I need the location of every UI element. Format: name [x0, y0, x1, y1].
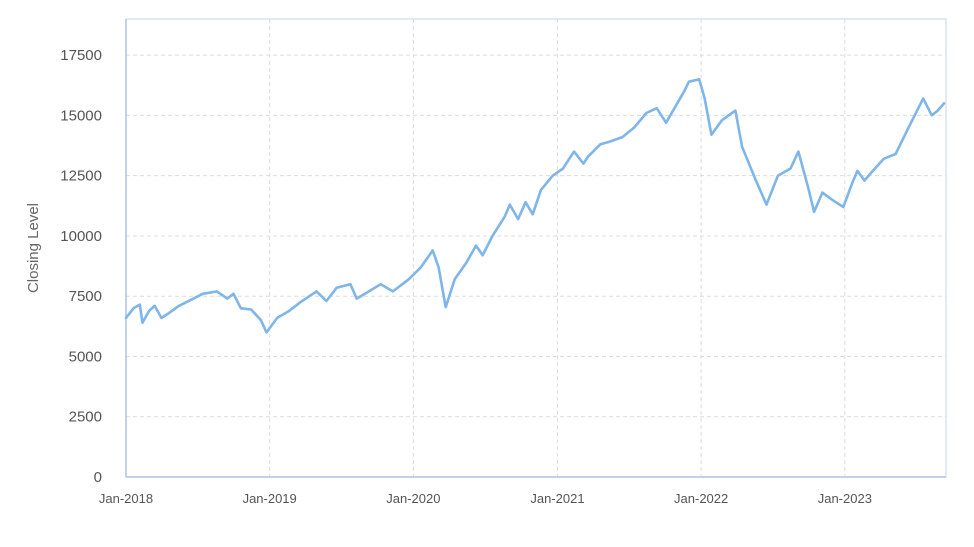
y-tick-label: 12500 [60, 168, 102, 185]
x-tick-label: Jan-2018 [99, 491, 153, 506]
y-tick-label: 7500 [69, 288, 102, 305]
y-tick-labels: 0 2500 5000 7500 10000 12500 15000 17500 [60, 47, 102, 486]
y-axis-label: Closing Level [25, 203, 42, 293]
series-line-0 [124, 78, 946, 334]
grid [126, 19, 946, 477]
series-group [124, 78, 946, 334]
x-tick-label: Jan-2022 [674, 491, 728, 506]
x-tick-label: Jan-2019 [243, 491, 297, 506]
y-tick-label: 17500 [60, 47, 102, 64]
x-tick-label: Jan-2021 [530, 491, 584, 506]
y-tick-label: 5000 [69, 348, 102, 365]
y-tick-label: 15000 [60, 107, 102, 124]
y-tick-label: 0 [94, 469, 102, 486]
plot-area [125, 18, 947, 478]
y-tick-label: 10000 [60, 228, 102, 245]
x-tick-label: Jan-2020 [386, 491, 440, 506]
x-tick-labels: Jan-2018 Jan-2019 Jan-2020 Jan-2021 Jan-2022… [99, 491, 872, 506]
x-tick-label: Jan-2023 [818, 491, 872, 506]
y-tick-label: 2500 [69, 409, 102, 426]
